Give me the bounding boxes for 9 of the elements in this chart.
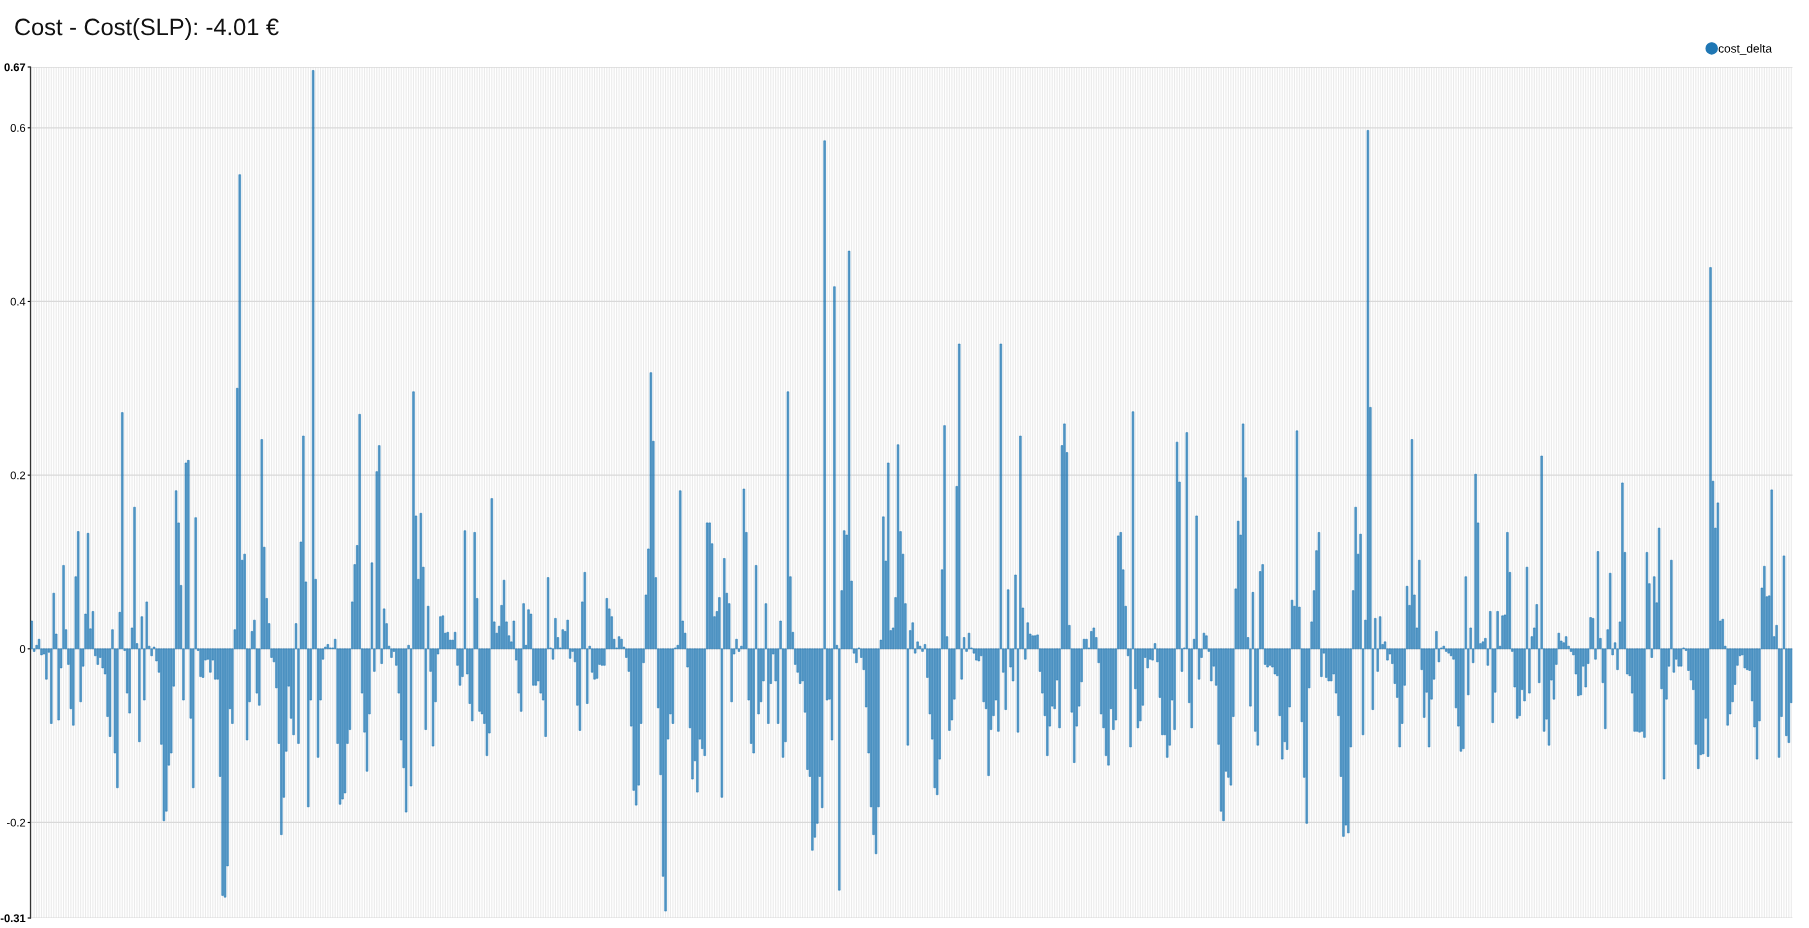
legend-label: cost_delta [1718,44,1772,55]
y-tick-label: 0 [19,645,26,653]
chart-title: Cost - Cost(SLP): -4.01 € [15,18,279,40]
y-tick-label: 0.2 [10,471,26,480]
y-tick-label: -0.2 [6,818,26,827]
y-tick-label: 0.6 [10,124,26,132]
y-tick-label: 0.4 [10,297,26,306]
y-tick-label: -0.31 [0,914,26,923]
y-tick-label: 0.67 [4,63,26,72]
